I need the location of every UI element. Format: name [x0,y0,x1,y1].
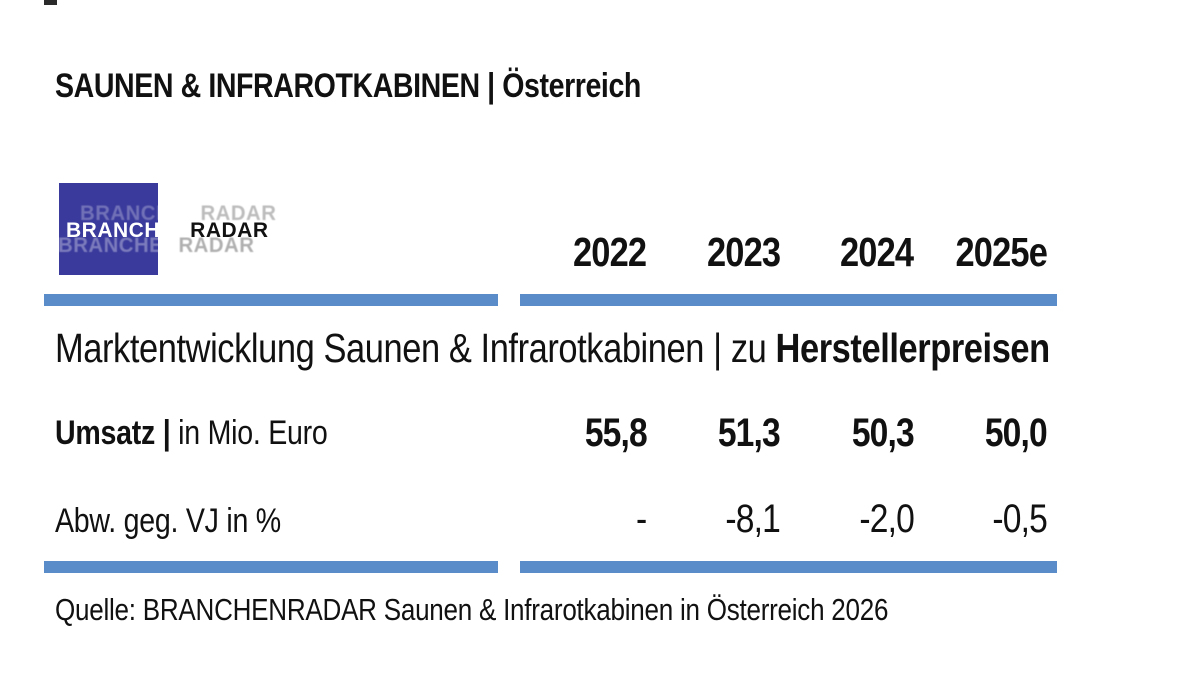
logo-ghost-lower: BRANCHENRADAR [58,234,255,257]
umsatz-value-2025e: 50,0 [984,411,1048,455]
divider-bar-top-right [520,294,1057,306]
year-header-2022: 2022 [573,229,647,275]
section-header: Marktentwicklung Saunen & Infrarotkabine… [55,328,1200,369]
section-header-regular: Marktentwicklung Saunen & Infrarotkabine… [55,325,776,371]
abw-value-2024: -2,0 [858,497,914,541]
year-header-2024: 2024 [840,229,914,275]
divider-bar-bottom-right [520,561,1057,573]
abweichung-values-row: - -8,1 -2,0 -0,5 [513,497,1048,541]
logo-wordmark: BRANCHENRADAR [66,220,269,241]
divider-bar-bottom-left [44,561,498,573]
umsatz-label-bold: Umsatz | [55,414,171,452]
logo-text-radar: RADAR [190,219,269,242]
row-label-umsatz: Umsatz | in Mio. Euro [55,416,379,450]
umsatz-value-2024: 50,3 [851,411,914,455]
umsatz-value-2023: 51,3 [717,411,781,455]
umsatz-value-2022: 55,8 [584,411,647,455]
abw-value-2022: - [636,497,647,541]
umsatz-label-unit: in Mio. Euro [170,414,328,452]
page-title: SAUNEN & INFRAROTKABINEN | Österreich [55,69,753,103]
umsatz-values-row: 55,8 51,3 50,3 50,0 [513,413,1047,453]
section-header-bold: Herstellerpreisen [775,325,1051,371]
source-line: Quelle: BRANCHENRADAR Saunen & Infrarotk… [55,594,1047,625]
year-header-row: 2022 2023 2024 2025e [513,229,1048,275]
year-header-2025e: 2025e [955,229,1047,275]
divider-bar-top-left [44,294,498,306]
abw-value-2023: -8,1 [725,497,780,541]
page-title-text: SAUNEN & INFRAROTKABINEN | Österreich [55,67,641,105]
logo-text-branchen: BRANCHEN [66,219,191,242]
source-text: Quelle: BRANCHENRADAR Saunen & Infrarotk… [55,592,889,627]
year-header-2023: 2023 [706,229,781,275]
logo-ghost-upper: BRANCHENRADAR [80,202,277,225]
abw-value-2025e: -0,5 [992,497,1047,541]
abw-label: Abw. geg. VJ in % [55,502,281,540]
page-corner-artifact [44,0,57,5]
row-label-abweichung: Abw. geg. VJ in % [55,504,324,538]
branchenradar-logo [59,183,158,275]
